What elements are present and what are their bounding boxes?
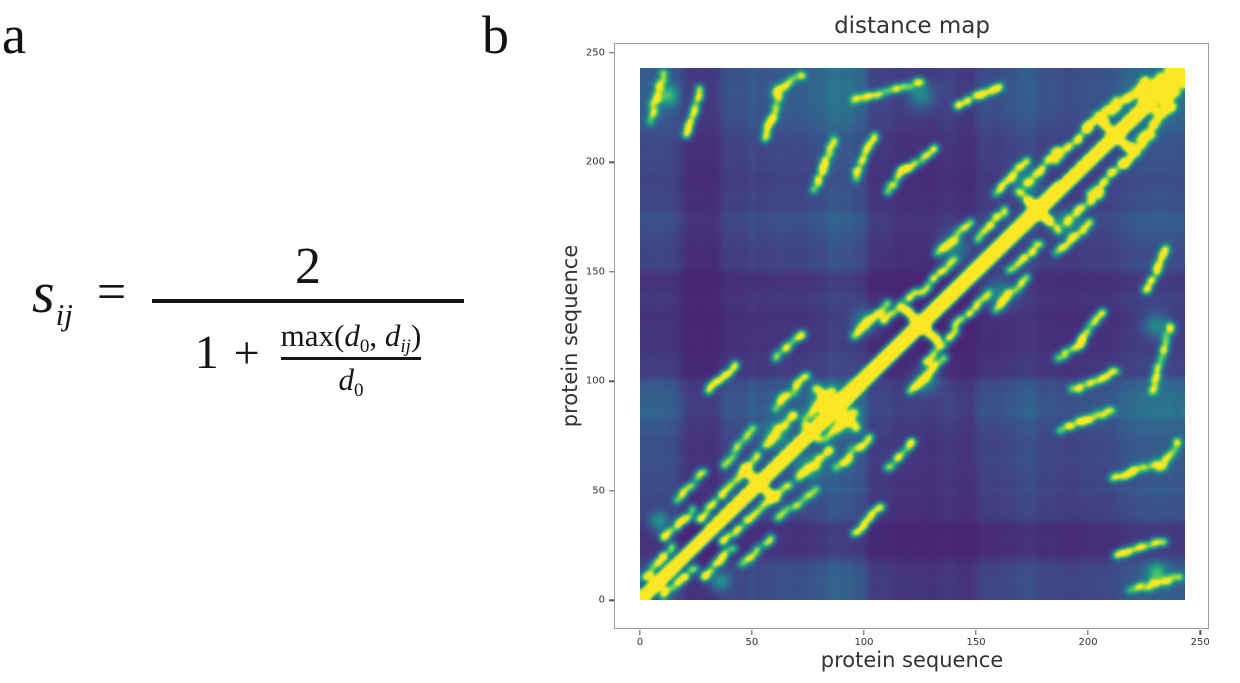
- fraction-bar: [152, 299, 464, 304]
- y-tick-label: 150: [585, 266, 605, 278]
- formula-lhs: s ij =: [32, 258, 127, 332]
- plus-sign: +: [233, 326, 260, 378]
- dij: d: [384, 318, 401, 354]
- denominator-one: 1: [194, 325, 219, 379]
- axes-area: 0 50 100 150 200 250 0 50 100 150 200 250: [586, 43, 1210, 648]
- fraction-numerator: 2: [295, 238, 321, 295]
- open-paren: (: [334, 318, 345, 354]
- panel-label-b: b: [482, 5, 509, 65]
- y-tick-label: 200: [585, 156, 605, 168]
- x-tick-mark: [1199, 629, 1201, 635]
- d0-first: d: [344, 318, 360, 354]
- y-tick-mark: [608, 161, 614, 164]
- x-tick-label: 250: [1190, 637, 1210, 648]
- y-axis-label: protein sequence: [558, 244, 582, 428]
- max-function: max: [280, 318, 335, 354]
- d0-denominator-subscript: 0: [353, 380, 364, 402]
- heatmap-canvas: [639, 68, 1185, 601]
- x-tick-label: 50: [745, 637, 759, 648]
- x-tick-mark: [1087, 629, 1089, 635]
- d0-first-subscript: 0: [359, 336, 370, 358]
- formula-s-subscript: ij: [55, 297, 73, 332]
- panel-label-a: a: [2, 5, 26, 65]
- x-tick-label: 200: [1078, 637, 1098, 648]
- equals-sign: =: [96, 264, 127, 321]
- formula-s: s: [32, 260, 55, 325]
- y-tick-mark: [608, 490, 614, 492]
- d0-denominator: d: [338, 362, 354, 398]
- y-tick-mark: [608, 52, 614, 54]
- y-tick-label: 100: [585, 375, 605, 387]
- inner-fraction-bar: [280, 357, 422, 361]
- y-tick-label: 250: [585, 47, 605, 59]
- x-axis-label: protein sequence: [820, 648, 1004, 672]
- x-tick-mark: [751, 629, 753, 635]
- y-tick-label: 50: [592, 485, 605, 497]
- plot-title: distance map: [834, 13, 990, 39]
- x-tick-label: 100: [854, 637, 874, 648]
- y-tick-label: 0: [598, 594, 605, 606]
- comma: ,: [369, 318, 385, 354]
- inner-fraction-numerator: max(d 0, d ij): [280, 318, 422, 357]
- close-paren: ): [410, 318, 422, 354]
- x-tick-label: 0: [636, 637, 644, 648]
- x-tick-mark: [975, 629, 977, 635]
- y-tick-mark: [608, 271, 614, 273]
- x-tick-mark: [639, 629, 641, 635]
- dij-subscript: ij: [400, 336, 411, 358]
- y-tick-mark: [608, 380, 614, 382]
- y-tick-mark: [608, 599, 614, 601]
- x-tick-label: 150: [966, 637, 986, 648]
- x-tick-mark: [863, 629, 865, 635]
